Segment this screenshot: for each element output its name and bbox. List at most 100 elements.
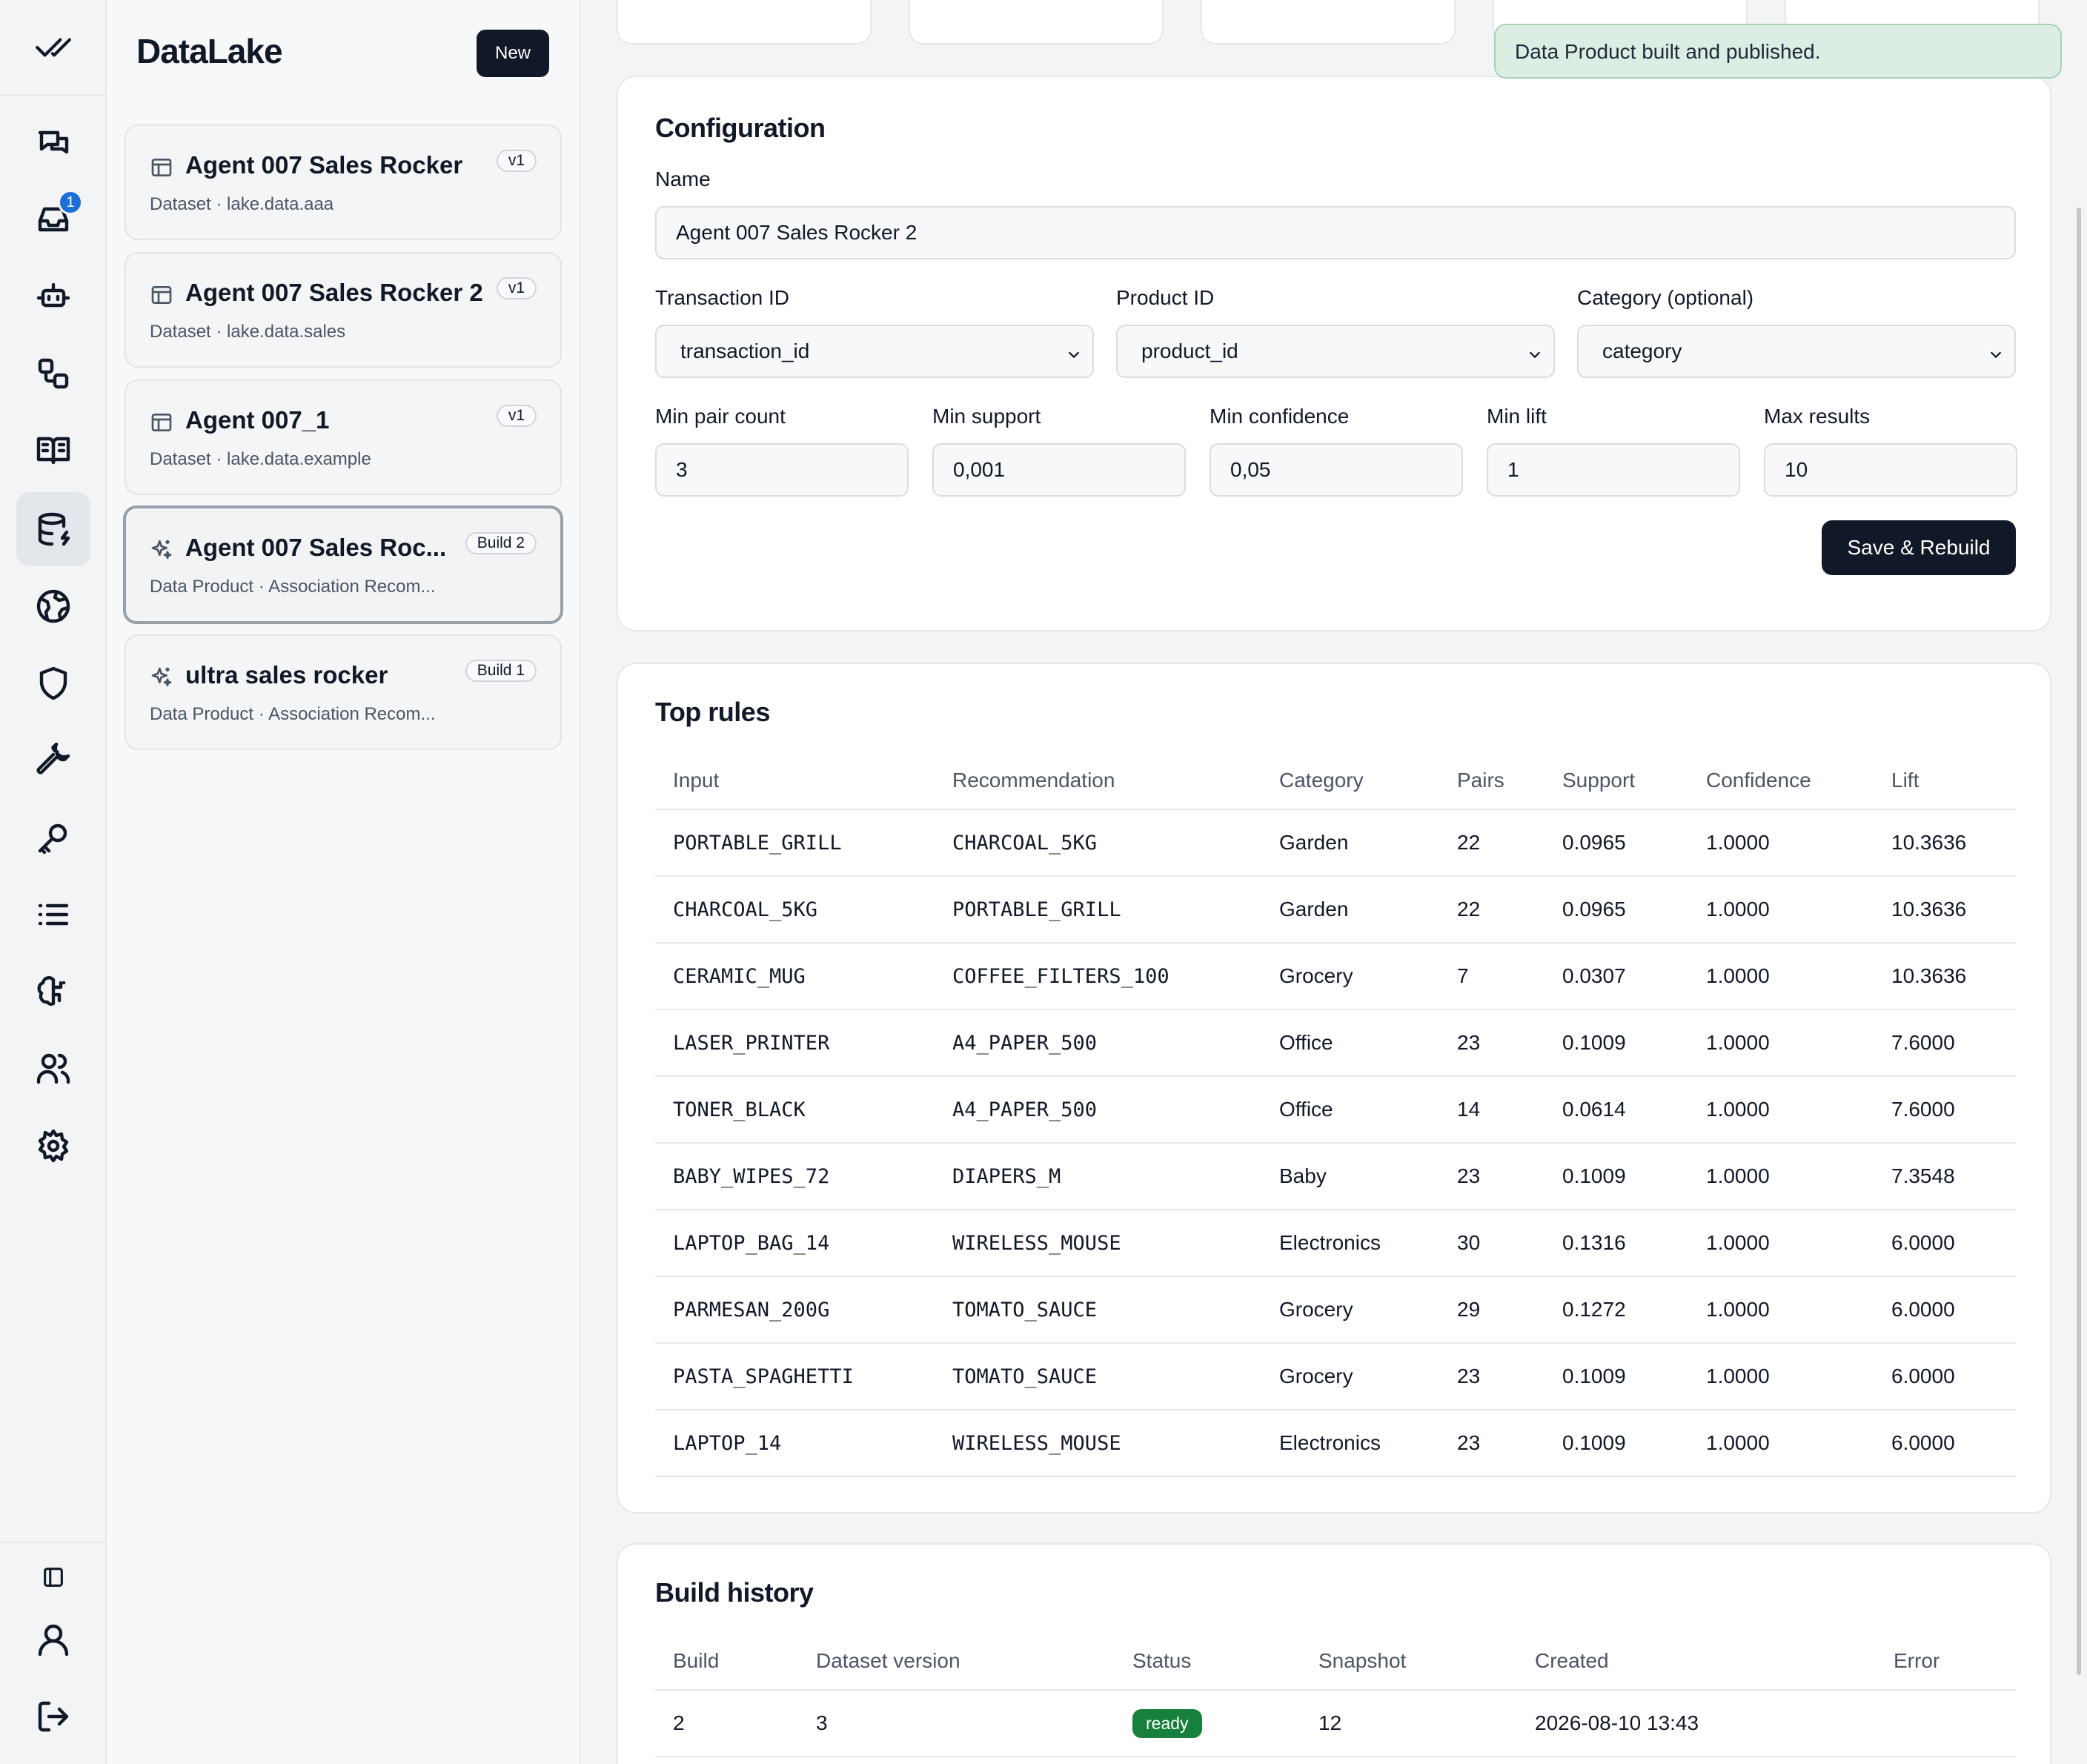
cell-dataset-version: 3 bbox=[798, 1690, 1115, 1757]
table-icon bbox=[150, 411, 173, 434]
cell-lift: 10.3636 bbox=[1874, 876, 2016, 944]
rail-divider bbox=[0, 1542, 107, 1543]
min-confidence-label: Min confidence bbox=[1210, 405, 1350, 428]
check-all-icon[interactable] bbox=[34, 29, 71, 66]
cell-recommendation: WIRELESS_MOUSE bbox=[935, 1210, 1261, 1277]
cell-recommendation: TOMATO_SAUCE bbox=[935, 1276, 1261, 1344]
sparkle-icon bbox=[150, 666, 173, 689]
sidebar-item-4[interactable]: ultra sales rocker Build 1 Data Product … bbox=[125, 634, 562, 750]
book-icon[interactable] bbox=[16, 414, 90, 488]
col-lift[interactable]: Lift bbox=[1874, 752, 2016, 810]
sidebar-item-title: Agent 007 Sales Roc... bbox=[185, 534, 447, 561]
table-icon bbox=[150, 283, 173, 307]
cell-input: LAPTOP_BAG_14 bbox=[655, 1210, 935, 1277]
cell-support: 0.0965 bbox=[1544, 876, 1688, 944]
sidebar-item-subtitle: Dataset · lake.data.aaa bbox=[150, 194, 334, 214]
logout-icon[interactable] bbox=[16, 1680, 90, 1754]
cell-pairs: 7 bbox=[1439, 943, 1544, 1010]
min-lift-input[interactable]: 1 bbox=[1487, 443, 1740, 497]
col-build[interactable]: Build bbox=[655, 1632, 798, 1691]
cell-confidence: 1.0000 bbox=[1688, 943, 1874, 1010]
chat-icon[interactable] bbox=[16, 106, 90, 180]
build-badge: Build 2 bbox=[465, 532, 537, 554]
brain-icon[interactable] bbox=[16, 955, 90, 1029]
col-status[interactable]: Status bbox=[1115, 1632, 1301, 1691]
workflow-icon[interactable] bbox=[16, 336, 90, 411]
user-icon[interactable] bbox=[16, 1602, 90, 1677]
min-pair-count-input[interactable]: 3 bbox=[655, 443, 909, 497]
table-icon bbox=[150, 156, 173, 179]
bot-icon[interactable] bbox=[16, 259, 90, 334]
gear-icon[interactable] bbox=[16, 1109, 90, 1183]
cell-confidence: 1.0000 bbox=[1688, 1076, 1874, 1144]
cell-recommendation: TOMATO_SAUCE bbox=[935, 1343, 1261, 1410]
product-id-select[interactable]: product_id bbox=[1116, 325, 1555, 378]
scrollbar[interactable] bbox=[2077, 208, 2081, 1675]
history-table: Build Dataset version Status Snapshot Cr… bbox=[655, 1632, 2016, 1757]
min-support-input[interactable]: 0,001 bbox=[932, 443, 1186, 497]
key-icon[interactable] bbox=[16, 800, 90, 875]
build-history-panel: Build history Build Dataset version Stat… bbox=[617, 1543, 2051, 1764]
col-support[interactable]: Support bbox=[1544, 752, 1688, 810]
sidebar-item-2[interactable]: Agent 007_1 v1 Dataset · lake.data.examp… bbox=[125, 379, 562, 495]
cell-support: 0.1009 bbox=[1544, 1143, 1688, 1210]
cell-lift: 7.6000 bbox=[1874, 1009, 2016, 1077]
top-rules-panel: Top rules Input Recommendation Category … bbox=[617, 663, 2051, 1513]
sidebar-item-1[interactable]: Agent 007 Sales Rocker 2 v1 Dataset · la… bbox=[125, 252, 562, 368]
new-button[interactable]: New bbox=[477, 30, 549, 77]
cell-category: Grocery bbox=[1261, 1276, 1439, 1344]
cell-recommendation: COFFEE_FILTERS_100 bbox=[935, 943, 1261, 1010]
col-pairs[interactable]: Pairs bbox=[1439, 752, 1544, 810]
col-created[interactable]: Created bbox=[1517, 1632, 1876, 1691]
stat-card bbox=[909, 0, 1164, 44]
col-recommendation[interactable]: Recommendation bbox=[935, 752, 1261, 810]
sparkle-icon bbox=[150, 538, 173, 562]
cell-pairs: 23 bbox=[1439, 1410, 1544, 1477]
max-results-input[interactable]: 10 bbox=[1764, 443, 2017, 497]
category-label: Category (optional) bbox=[1577, 286, 1754, 309]
build-history-title: Build history bbox=[655, 1577, 814, 1608]
cell-confidence: 1.0000 bbox=[1688, 1343, 1874, 1410]
cell-input: LASER_PRINTER bbox=[655, 1009, 935, 1077]
configuration-title: Configuration bbox=[655, 113, 826, 143]
cell-category: Baby bbox=[1261, 1143, 1439, 1210]
stat-card bbox=[1201, 0, 1456, 44]
cell-support: 0.1316 bbox=[1544, 1210, 1688, 1277]
wrench-icon[interactable] bbox=[16, 723, 90, 798]
configuration-panel: Configuration Name Agent 007 Sales Rocke… bbox=[617, 76, 2051, 631]
name-input[interactable]: Agent 007 Sales Rocker 2 bbox=[655, 206, 2016, 259]
cell-lift: 6.0000 bbox=[1874, 1210, 2016, 1277]
col-confidence[interactable]: Confidence bbox=[1688, 752, 1874, 810]
users-icon[interactable] bbox=[16, 1032, 90, 1106]
col-error[interactable]: Error bbox=[1876, 1632, 2016, 1691]
app-brand: DataLake bbox=[136, 32, 283, 70]
shield-icon[interactable] bbox=[16, 646, 90, 720]
cell-pairs: 14 bbox=[1439, 1076, 1544, 1144]
cell-recommendation: PORTABLE_GRILL bbox=[935, 876, 1261, 944]
database-icon[interactable] bbox=[16, 492, 90, 566]
status-badge: ready bbox=[1132, 1708, 1202, 1738]
cell-pairs: 23 bbox=[1439, 1343, 1544, 1410]
list-icon[interactable] bbox=[16, 878, 90, 952]
sidebar-item-title: Agent 007 Sales Rocker 2 bbox=[185, 279, 483, 306]
min-lift-label: Min lift bbox=[1487, 405, 1547, 428]
sidebar-item-0[interactable]: Agent 007 Sales Rocker v1 Dataset · lake… bbox=[125, 125, 562, 240]
sidebar-item-3-selected[interactable]: Agent 007 Sales Roc... Build 2 Data Prod… bbox=[123, 505, 563, 624]
globe-icon[interactable] bbox=[16, 569, 90, 643]
inbox-icon[interactable]: 1 bbox=[16, 182, 90, 256]
cell-support: 0.1009 bbox=[1544, 1343, 1688, 1410]
transaction-id-select[interactable]: transaction_id bbox=[655, 325, 1094, 378]
cell-confidence: 1.0000 bbox=[1688, 1410, 1874, 1477]
cell-confidence: 1.0000 bbox=[1688, 809, 1874, 877]
cell-input: BABY_WIPES_72 bbox=[655, 1143, 935, 1210]
min-confidence-input[interactable]: 0,05 bbox=[1210, 443, 1463, 497]
category-select[interactable]: category bbox=[1577, 325, 2016, 378]
col-input[interactable]: Input bbox=[655, 752, 935, 810]
col-category[interactable]: Category bbox=[1261, 752, 1439, 810]
save-rebuild-button[interactable]: Save & Rebuild bbox=[1822, 520, 2016, 575]
sidebar-toggle-icon[interactable] bbox=[16, 1540, 90, 1614]
col-snapshot[interactable]: Snapshot bbox=[1301, 1632, 1517, 1691]
datalake-sidebar: DataLake New Agent 007 Sales Rocker v1 D… bbox=[107, 0, 581, 1764]
col-dataset-version[interactable]: Dataset version bbox=[798, 1632, 1115, 1691]
table-row: CHARCOAL_5KG PORTABLE_GRILL Garden 22 0.0965… bbox=[655, 876, 2016, 944]
